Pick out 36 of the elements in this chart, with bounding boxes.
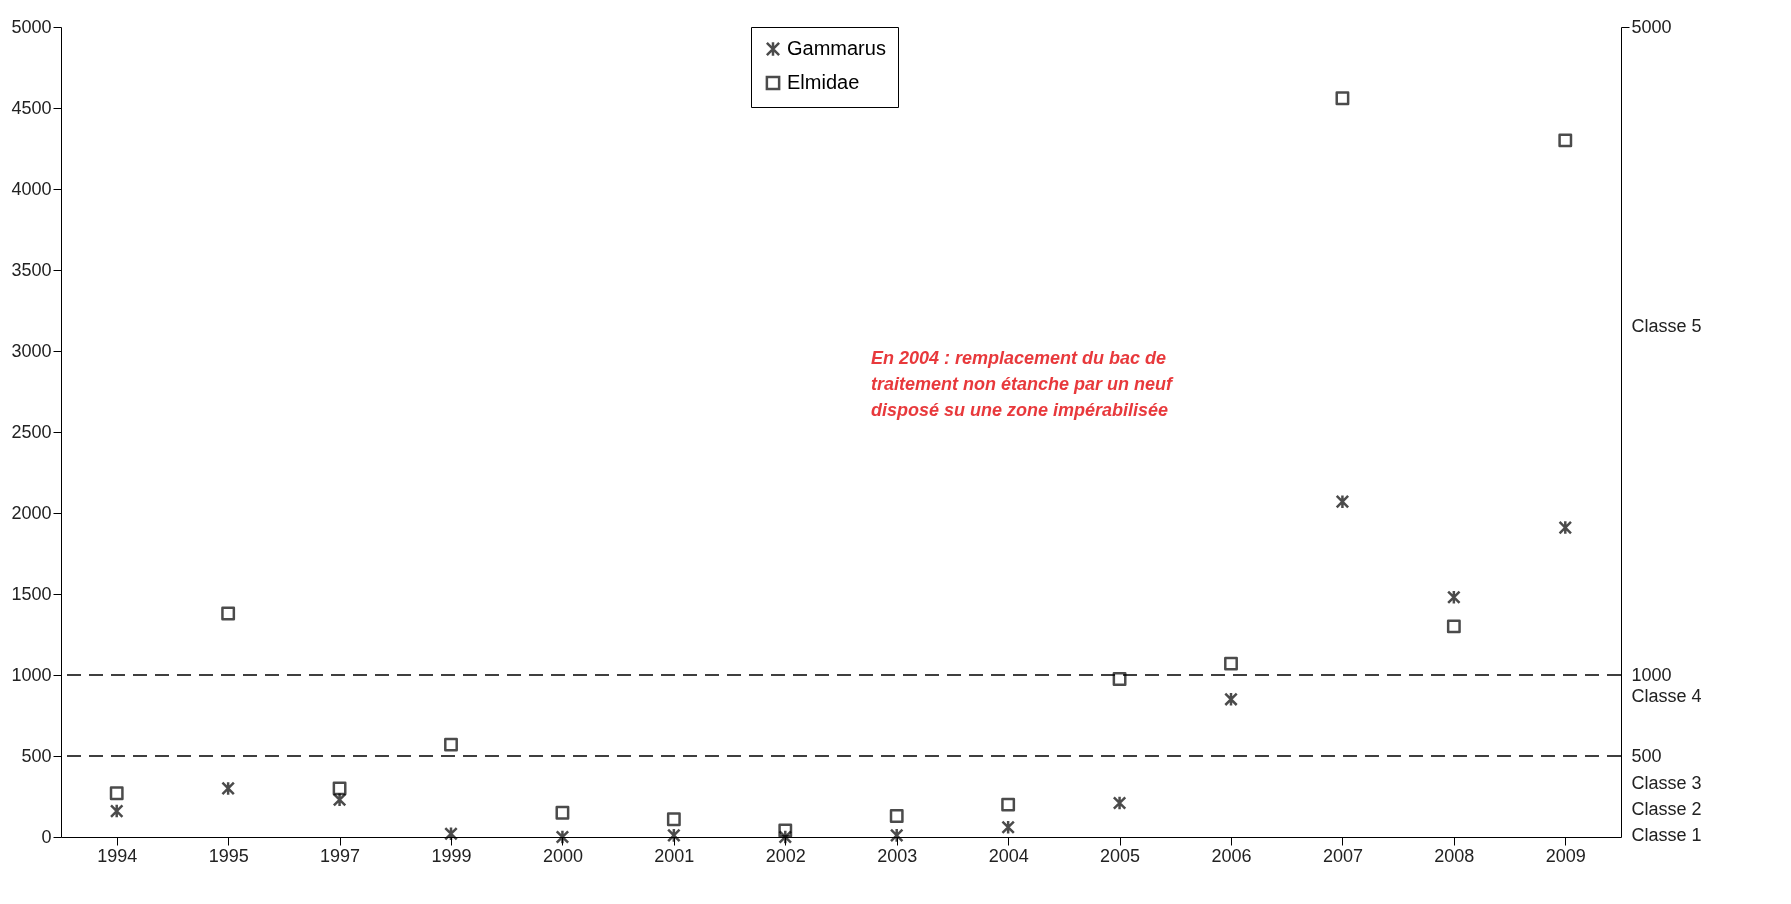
x-tick-label: 2000 — [542, 845, 583, 866]
y-tick-label: 4000 — [11, 178, 52, 199]
x-tick-label: 1997 — [320, 845, 361, 866]
x-tick-label: 2006 — [1211, 845, 1252, 866]
y-tick-label: 500 — [21, 745, 52, 766]
legend-label: Elmidae — [787, 71, 860, 93]
y-tick-label: 3500 — [11, 259, 52, 280]
x-tick-label: 1999 — [431, 845, 472, 866]
y2-tick-label: 1000 — [1631, 664, 1672, 685]
x-tick-label: 2008 — [1434, 845, 1475, 866]
x-tick-label: 2001 — [654, 845, 695, 866]
y2-tick-label: Classe 5 — [1631, 316, 1702, 337]
y-tick-label: 1000 — [11, 664, 52, 685]
x-tick-label: 2002 — [765, 845, 806, 866]
y2-tick-label: 5000 — [1631, 16, 1672, 37]
x-tick-label: 2003 — [877, 845, 918, 866]
y2-tick-label: Classe 2 — [1631, 798, 1702, 819]
y-tick-label: 4500 — [11, 97, 52, 118]
y-tick-label: 2000 — [11, 502, 52, 523]
y-tick-label: 2500 — [11, 421, 52, 442]
x-tick-label: 1995 — [208, 845, 249, 866]
y2-tick-label: 500 — [1631, 745, 1662, 766]
y2-tick-label: Classe 3 — [1631, 773, 1702, 794]
x-tick-label: 2004 — [988, 845, 1029, 866]
annotation: En 2004 : remplacement du bac de traitement non étanche par un neuf disposé su une zone impérabilisée — [871, 348, 1175, 420]
y2-tick-label: Classe 1 — [1631, 824, 1702, 845]
x-tick-label: 2007 — [1322, 845, 1363, 866]
y-tick-label: 3000 — [11, 340, 52, 361]
y-tick-label: 0 — [41, 826, 52, 847]
legend-label: Gammarus — [787, 37, 886, 59]
y-tick-label: 5000 — [11, 16, 52, 37]
x-tick-label: 2009 — [1545, 845, 1586, 866]
x-tick-label: 1994 — [97, 845, 138, 866]
y-tick-label: 1500 — [11, 583, 52, 604]
x-tick-label: 2005 — [1100, 845, 1141, 866]
y2-tick-label: Classe 4 — [1631, 685, 1702, 706]
